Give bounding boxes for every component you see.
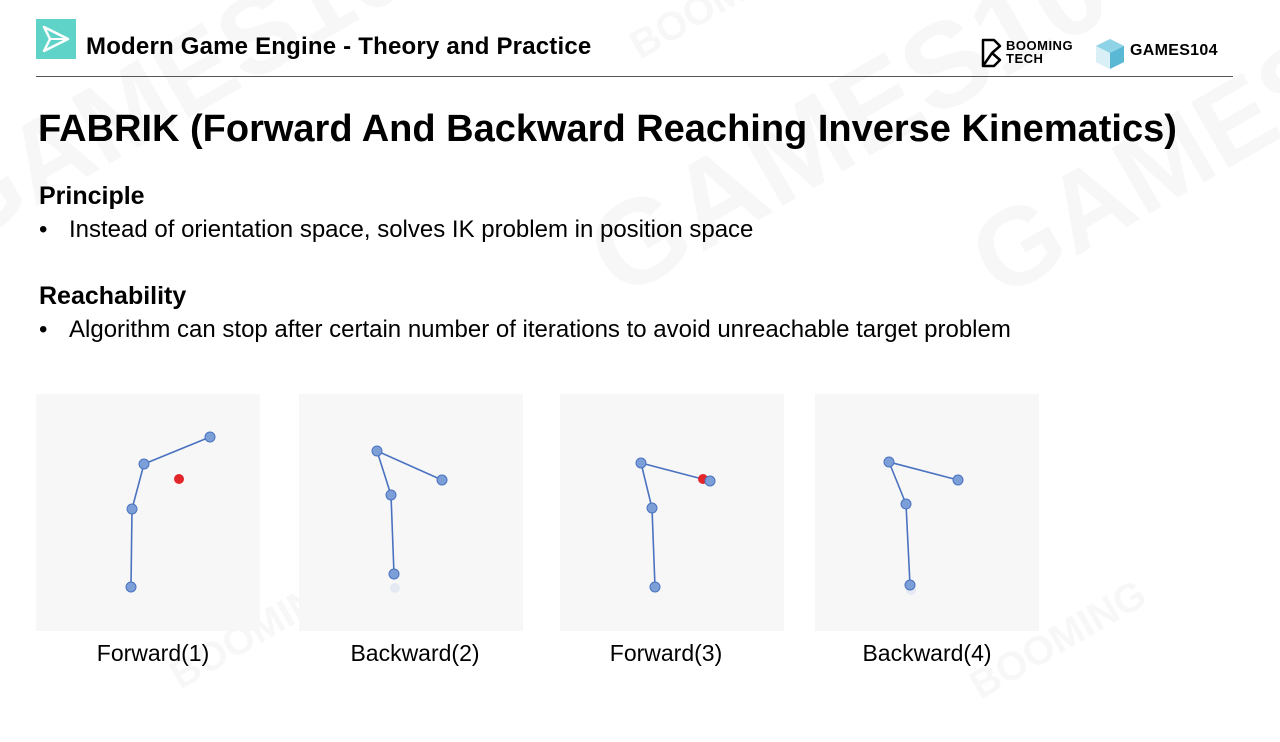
- joint: [371, 445, 383, 457]
- bullet-reachability: • Algorithm can stop after certain number…: [39, 316, 1011, 344]
- bullet-symbol: •: [39, 216, 48, 243]
- chain-forward-1: [125, 431, 216, 593]
- slide-title: FABRIK (Forward And Backward Reaching In…: [38, 108, 1177, 150]
- root-ghost: [390, 583, 400, 593]
- joint: [952, 474, 964, 486]
- joint: [704, 475, 716, 487]
- chain-backward-2: [371, 445, 448, 593]
- joint: [126, 503, 138, 515]
- brand-booming-tech: BOOMING TECH: [1006, 39, 1073, 65]
- joint: [204, 431, 216, 443]
- bullet-principle: • Instead of orientation space, solves IK…: [39, 216, 753, 244]
- joint: [904, 579, 916, 591]
- caption-forward-3: Forward(3): [609, 640, 723, 666]
- brand-booming-line2: TECH: [1006, 51, 1044, 66]
- joint: [900, 498, 912, 510]
- joint: [635, 457, 647, 469]
- joint: [649, 581, 661, 593]
- chain-forward-3: [635, 457, 716, 593]
- header: Modern Game Engine - Theory and Practice…: [0, 0, 1280, 78]
- chain-bones: [375, 449, 443, 575]
- slide-logo-icon: [36, 19, 76, 59]
- joint: [646, 502, 658, 514]
- course-title: Modern Game Engine - Theory and Practice: [86, 33, 592, 60]
- chain-bones: [639, 461, 711, 588]
- joint: [436, 474, 448, 486]
- brand-booming-line1: BOOMING: [1006, 38, 1074, 53]
- joint: [138, 458, 150, 470]
- section-heading-principle: Principle: [39, 182, 145, 210]
- joint: [883, 456, 895, 468]
- brand-games104: GAMES104: [1130, 42, 1218, 59]
- booming-tech-logo-icon: [981, 38, 1002, 68]
- figure-panel-backward-4: [815, 394, 1039, 631]
- joint: [388, 568, 400, 580]
- joint: [385, 489, 397, 501]
- figure-panel-backward-2: [299, 394, 523, 631]
- header-divider: [36, 76, 1233, 77]
- chain-backward-4: [883, 456, 964, 595]
- bullet-symbol: •: [39, 316, 48, 343]
- target-point: [174, 474, 184, 484]
- bullet-text: Algorithm can stop after certain number …: [69, 316, 1011, 343]
- figure-panel-forward-1: [36, 394, 260, 631]
- figure-panel-forward-3: [560, 394, 784, 631]
- caption-forward-1: Forward(1): [96, 640, 210, 666]
- joint: [125, 581, 137, 593]
- section-heading-reachability: Reachability: [39, 282, 187, 310]
- caption-backward-2: Backward(2): [350, 640, 480, 666]
- games104-cube-icon: [1096, 39, 1124, 69]
- bullet-text: Instead of orientation space, solves IK …: [69, 216, 754, 243]
- chain-bones: [887, 460, 959, 586]
- chain-bones: [130, 436, 211, 588]
- caption-backward-4: Backward(4): [862, 640, 992, 666]
